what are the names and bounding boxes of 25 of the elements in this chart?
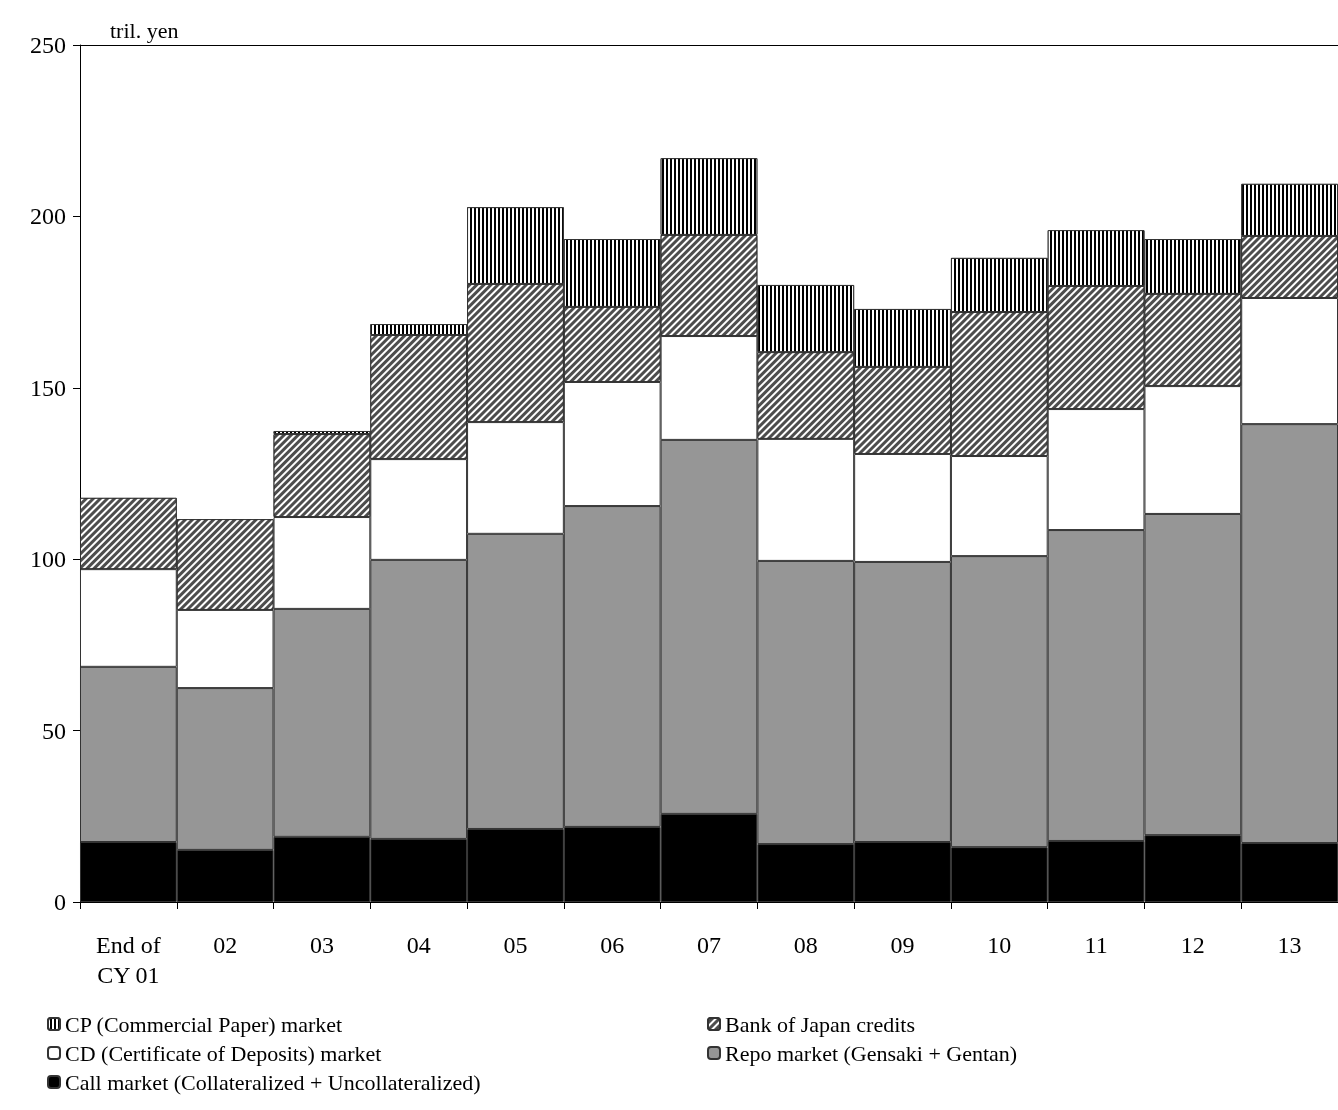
legend-label: Bank of Japan credits <box>725 1011 915 1037</box>
x-tick-label: 13 <box>1277 932 1302 958</box>
y-tick-label: 50 <box>42 717 66 744</box>
y-tick-label: 0 <box>54 889 66 915</box>
x-tick-label: 11 <box>1084 932 1108 958</box>
x-tick-label: 08 <box>793 932 818 958</box>
x-tick-label: 07 <box>697 932 721 958</box>
x-tick-label: 09 <box>890 932 915 958</box>
x-tick-label: End of CY 01 <box>96 932 161 988</box>
x-tick-label: 06 <box>600 932 625 958</box>
x-tick-label: 10 <box>987 932 1012 958</box>
legend-label: CD (Certificate of Deposits) market <box>65 1040 382 1066</box>
y-axis-title: tril. yen <box>110 17 179 43</box>
x-tick-label: 05 <box>503 932 528 958</box>
y-tick-label: 150 <box>30 374 66 401</box>
x-tick-label: 03 <box>309 932 334 958</box>
x-tick-label: 02 <box>213 932 238 958</box>
y-tick-label: 100 <box>30 546 66 573</box>
y-tick-label: 200 <box>30 203 66 230</box>
x-tick-label: 04 <box>406 932 431 958</box>
legend-label: Call market (Collateralized + Uncollateralized) <box>65 1069 481 1095</box>
legend-label: CP (Commercial Paper) market <box>65 1011 343 1037</box>
legend-label: Repo market (Gensaki + Gentan) <box>725 1040 1018 1066</box>
y-tick-label: 250 <box>30 32 66 58</box>
x-tick-label: 12 <box>1180 932 1205 958</box>
